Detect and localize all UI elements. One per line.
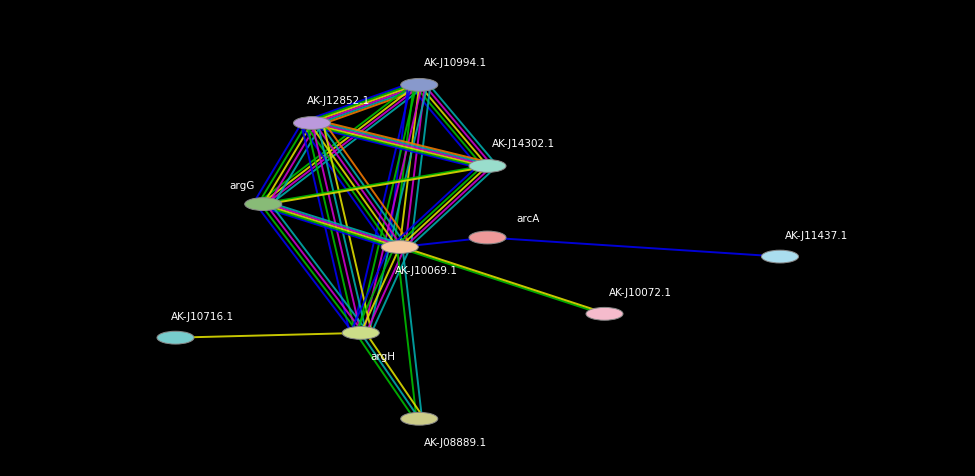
Text: AK-J10716.1: AK-J10716.1 bbox=[171, 311, 234, 321]
Ellipse shape bbox=[586, 308, 623, 320]
Text: AK-J11437.1: AK-J11437.1 bbox=[785, 230, 848, 240]
Ellipse shape bbox=[469, 160, 506, 173]
Ellipse shape bbox=[469, 232, 506, 244]
Ellipse shape bbox=[342, 327, 379, 339]
Text: AK-J10072.1: AK-J10072.1 bbox=[609, 288, 673, 298]
Ellipse shape bbox=[293, 118, 331, 130]
Ellipse shape bbox=[761, 251, 799, 263]
Text: argG: argG bbox=[229, 180, 254, 190]
Ellipse shape bbox=[401, 413, 438, 425]
Text: AK-J12852.1: AK-J12852.1 bbox=[307, 96, 370, 106]
Text: AK-J08889.1: AK-J08889.1 bbox=[424, 437, 488, 447]
Text: AK-J14302.1: AK-J14302.1 bbox=[492, 139, 556, 149]
Ellipse shape bbox=[381, 241, 418, 254]
Text: arcA: arcA bbox=[517, 214, 540, 224]
Ellipse shape bbox=[157, 332, 194, 344]
Text: AK-J10994.1: AK-J10994.1 bbox=[424, 58, 488, 68]
Text: AK-J10069.1: AK-J10069.1 bbox=[395, 266, 458, 276]
Ellipse shape bbox=[401, 79, 438, 92]
Ellipse shape bbox=[245, 198, 282, 211]
Text: argH: argH bbox=[370, 351, 396, 361]
